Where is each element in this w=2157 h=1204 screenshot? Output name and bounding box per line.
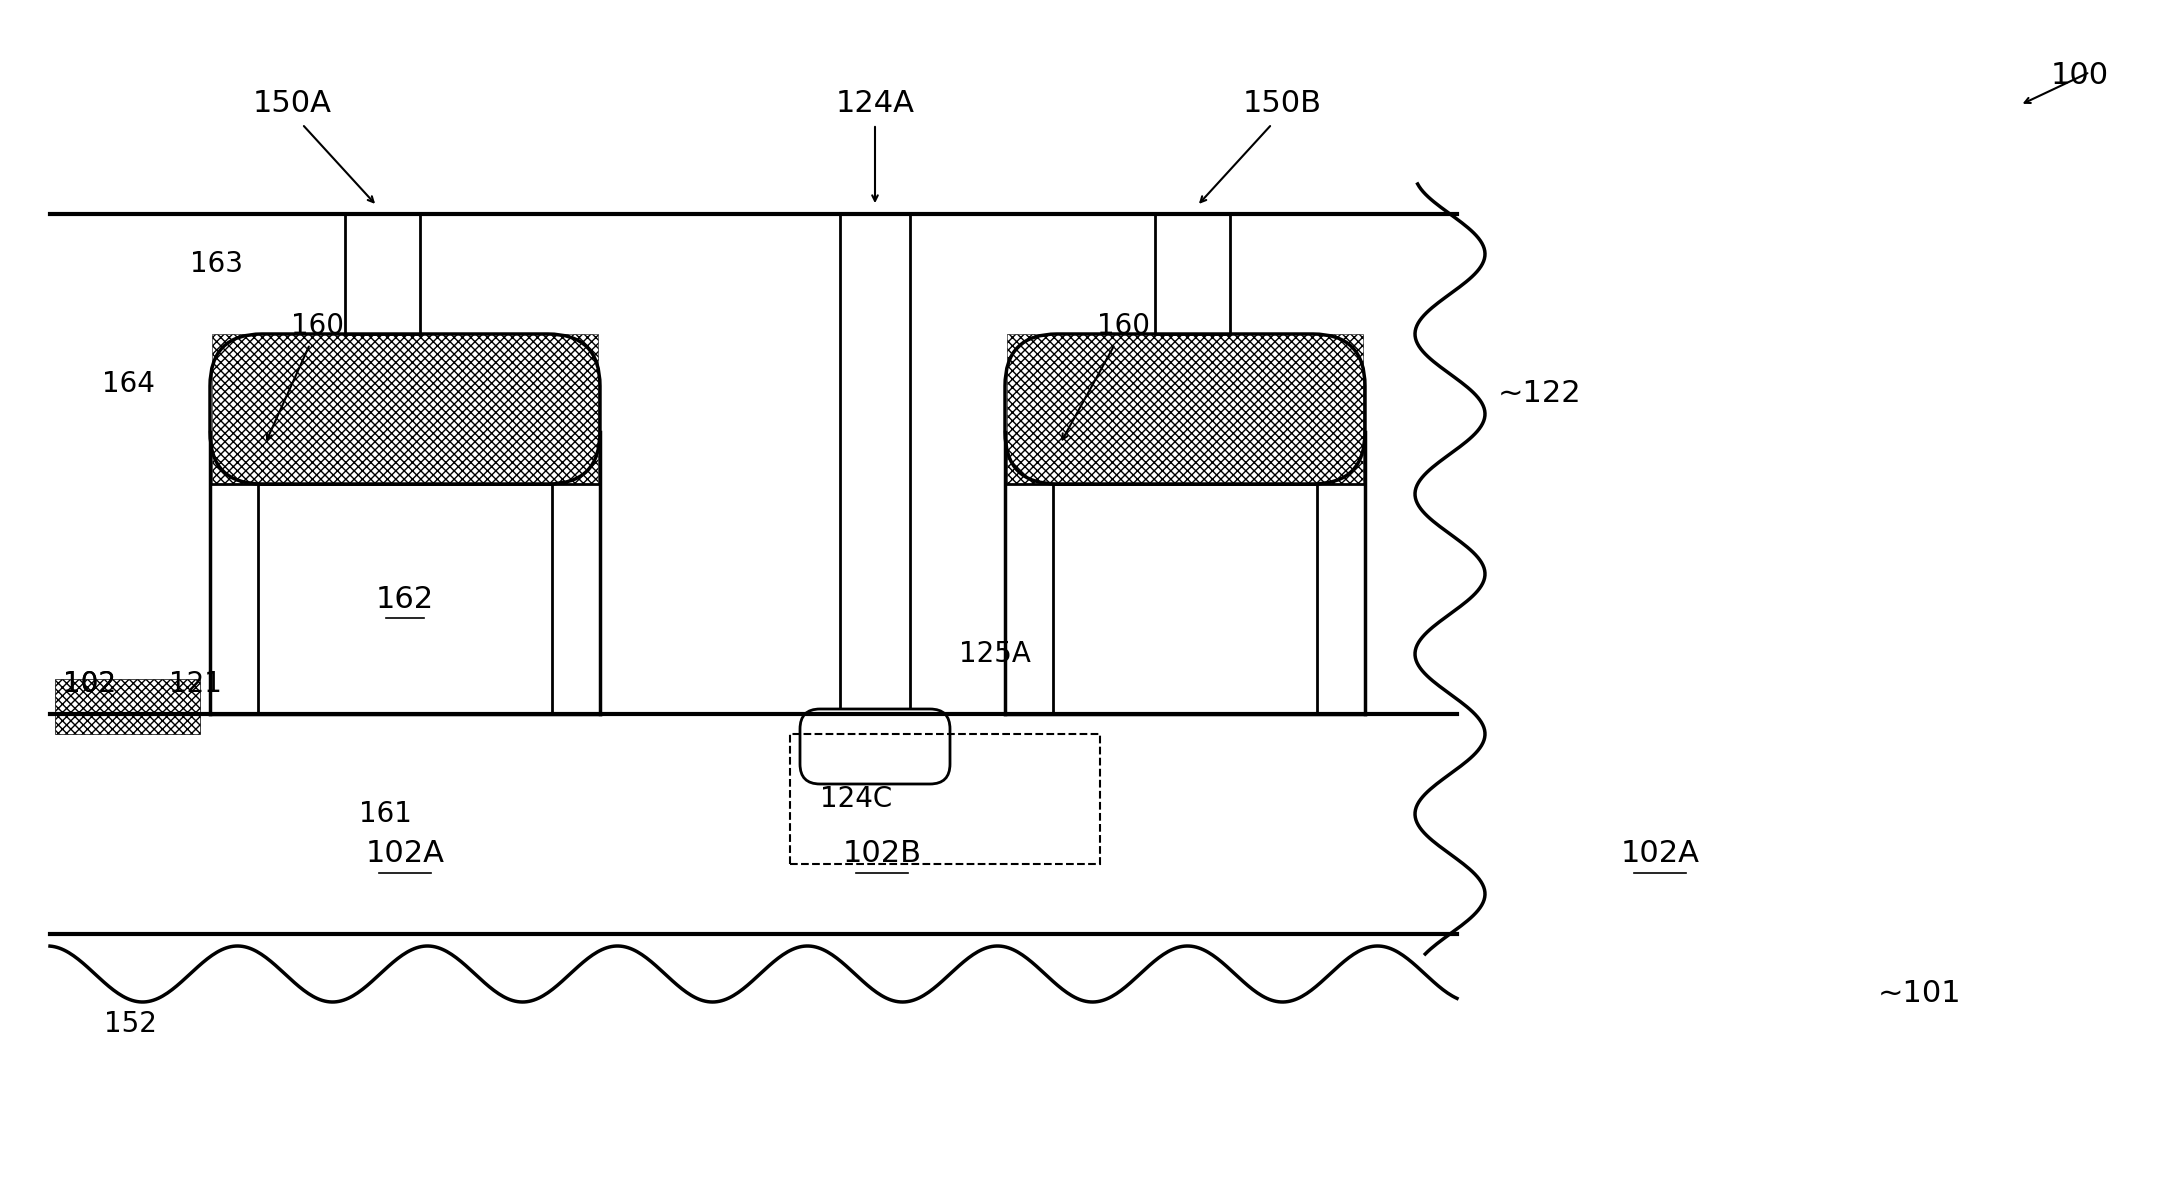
- Text: 125A: 125A: [960, 641, 1031, 668]
- Bar: [50, 714, 209, 934]
- Bar: [839, 214, 910, 714]
- Bar: [1053, 484, 1318, 714]
- Text: 163: 163: [190, 250, 244, 278]
- Text: 102A: 102A: [1620, 839, 1700, 868]
- Text: 152: 152: [104, 1010, 157, 1038]
- Bar: [259, 484, 552, 714]
- Bar: [211, 334, 597, 484]
- Text: 164: 164: [101, 370, 155, 399]
- Text: ~101: ~101: [1879, 980, 1963, 1009]
- Bar: [839, 214, 910, 714]
- Bar: [50, 214, 2107, 714]
- Bar: [1005, 484, 1040, 714]
- Bar: [209, 714, 600, 934]
- Text: 102: 102: [63, 669, 116, 698]
- Text: 160: 160: [1096, 312, 1150, 340]
- Text: 162: 162: [375, 584, 434, 614]
- Text: ~122: ~122: [1499, 379, 1581, 408]
- Bar: [209, 334, 600, 714]
- Bar: [1005, 214, 1365, 714]
- FancyBboxPatch shape: [800, 709, 949, 784]
- Text: 161: 161: [358, 799, 412, 828]
- Text: 102: 102: [63, 669, 116, 698]
- Text: 121: 121: [168, 669, 222, 698]
- Bar: [1331, 484, 1365, 714]
- Bar: [789, 734, 1100, 864]
- Bar: [1007, 334, 1363, 484]
- Bar: [1005, 334, 1365, 714]
- FancyBboxPatch shape: [209, 334, 600, 484]
- Text: 124C: 124C: [820, 785, 893, 813]
- Bar: [1154, 214, 1229, 334]
- Bar: [839, 214, 910, 719]
- Text: 150B: 150B: [1242, 89, 1322, 118]
- Text: 100: 100: [2051, 60, 2110, 89]
- Bar: [565, 484, 600, 714]
- Bar: [54, 679, 201, 734]
- Bar: [600, 714, 1365, 934]
- Bar: [209, 214, 600, 714]
- Text: 150A: 150A: [252, 89, 332, 118]
- Text: 102B: 102B: [843, 839, 921, 868]
- FancyBboxPatch shape: [1005, 334, 1365, 484]
- Bar: [345, 214, 421, 334]
- Bar: [1365, 714, 2058, 934]
- Text: 102A: 102A: [365, 839, 444, 868]
- Text: 124A: 124A: [835, 89, 915, 118]
- Text: 160: 160: [291, 312, 345, 340]
- Bar: [1154, 214, 1229, 344]
- Bar: [345, 214, 421, 344]
- Bar: [209, 484, 246, 714]
